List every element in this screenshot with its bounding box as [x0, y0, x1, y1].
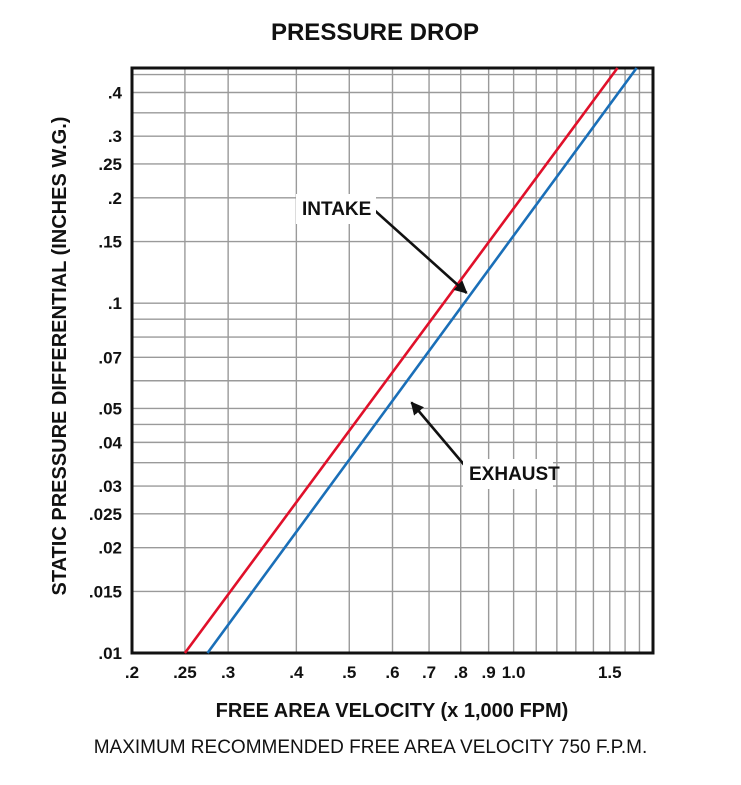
- x-axis-label: FREE AREA VELOCITY (x 1,000 FPM): [216, 700, 569, 722]
- series-lines: [183, 67, 638, 654]
- y-tick-label: .25: [98, 155, 122, 174]
- annotations: INTAKE EXHAUST: [296, 194, 560, 489]
- x-tick-label: .3: [221, 663, 235, 682]
- y-axis-label: STATIC PRESSURE DIFFERENTIAL (INCHES W.G…: [49, 117, 71, 596]
- annotation-arrow-intake: [371, 207, 468, 294]
- grid-lines: [132, 68, 653, 653]
- annotation-label-exhaust: EXHAUST: [469, 464, 560, 485]
- annotation-arrow-exhaust: [410, 401, 467, 468]
- series-line-exhaust: [206, 67, 638, 654]
- pressure-drop-chart: PRESSURE DROP INTAKE EXHAUST .2 .25 .3 .4 .5.…: [49, 19, 655, 722]
- x-tick-label: .7: [422, 663, 436, 682]
- y-tick-label: .025: [89, 505, 122, 524]
- y-tick-label: .05: [98, 399, 122, 418]
- x-tick-label: .4: [289, 663, 304, 682]
- x-tick-label: 1.5: [598, 663, 622, 682]
- x-tick-labels: .2 .25 .3 .4 .5 .6 .7 .8 .9 1.0 1.5: [125, 663, 622, 682]
- y-tick-labels: .01 .015 .02 .025 .03 .04 .05 .07 .1 .15 .2 .25 .3 .4: [89, 84, 123, 663]
- y-tick-label: .03: [98, 477, 122, 496]
- x-tick-label: .25: [173, 663, 197, 682]
- plot-frame: [130, 66, 655, 655]
- y-tick-label: .4: [108, 84, 123, 103]
- y-tick-label: .3: [108, 127, 122, 146]
- y-tick-label: .1: [108, 294, 122, 313]
- x-tick-label: .2: [125, 663, 139, 682]
- y-tick-label: .15: [98, 233, 122, 252]
- x-tick-label: .6: [385, 663, 399, 682]
- y-tick-label: .2: [108, 189, 122, 208]
- y-tick-label: .01: [98, 644, 122, 663]
- y-tick-label: .07: [98, 348, 122, 367]
- chart-title: PRESSURE DROP: [271, 19, 479, 46]
- y-tick-label: .02: [98, 539, 122, 558]
- annotation-label-intake: INTAKE: [302, 199, 371, 220]
- x-tick-label: .8: [454, 663, 468, 682]
- annotation-backdrop-intake: [296, 194, 376, 224]
- x-tick-label: 1.0: [502, 663, 526, 682]
- y-tick-label: .015: [89, 582, 122, 601]
- annotation-backdrop-exhaust: [463, 459, 553, 489]
- x-tick-label: .5: [342, 663, 356, 682]
- x-tick-label: .9: [482, 663, 496, 682]
- footer-note: MAXIMUM RECOMMENDED FREE AREA VELOCITY 7…: [93, 737, 648, 758]
- series-line-intake: [183, 67, 619, 654]
- y-tick-label: .04: [98, 433, 122, 452]
